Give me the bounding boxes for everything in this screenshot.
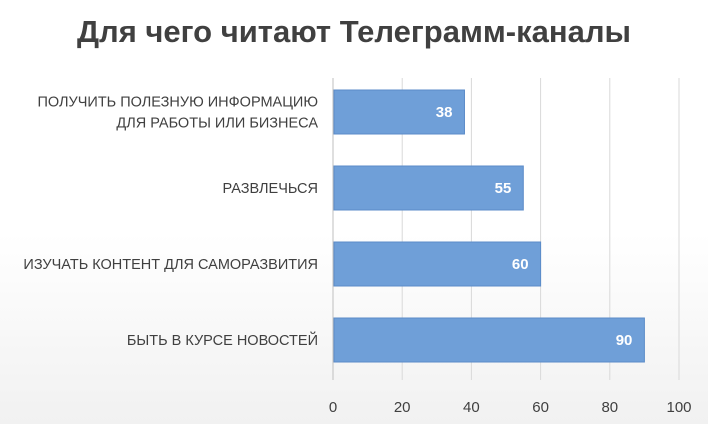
x-tick-label: 80 xyxy=(601,399,618,416)
x-tick-label: 0 xyxy=(329,399,337,416)
x-tick-label: 40 xyxy=(463,399,480,416)
category-label: РАЗВЛЕЧЬСЯ xyxy=(223,181,318,197)
category-label-line: РАЗВЛЕЧЬСЯ xyxy=(223,181,318,197)
data-label: 55 xyxy=(495,180,512,197)
data-label: 38 xyxy=(436,104,453,121)
bar xyxy=(333,317,645,363)
category-label: БЫТЬ В КУРСЕ НОВОСТЕЙ xyxy=(127,331,318,349)
bar xyxy=(333,89,465,135)
category-label: ИЗУЧАТЬ КОНТЕНТ ДЛЯ САМОРАЗВИТИЯ xyxy=(23,257,318,273)
category-label-line: ДЛЯ РАБОТЫ ИЛИ БИЗНЕСА xyxy=(116,116,318,132)
data-label: 60 xyxy=(512,256,529,273)
category-label: ПОЛУЧИТЬ ПОЛЕЗНУЮ ИНФОРМАЦИЮ ДЛЯ РАБОТЫ И… xyxy=(37,95,318,132)
category-label-line: ПОЛУЧИТЬ ПОЛЕЗНУЮ ИНФОРМАЦИЮ xyxy=(37,95,318,111)
category-label-line: ИЗУЧАТЬ КОНТЕНТ ДЛЯ САМОРАЗВИТИЯ xyxy=(23,257,318,273)
x-tick-label: 60 xyxy=(532,399,549,416)
chart-title: Для чего читают Телеграмм-каналы xyxy=(76,14,632,49)
x-tick-label: 20 xyxy=(394,399,411,416)
x-tick-label: 100 xyxy=(666,399,691,416)
bar xyxy=(333,165,524,211)
data-label: 90 xyxy=(616,332,633,349)
category-label-line: БЫТЬ В КУРСЕ НОВОСТЕЙ xyxy=(127,331,318,349)
bar xyxy=(333,241,542,287)
